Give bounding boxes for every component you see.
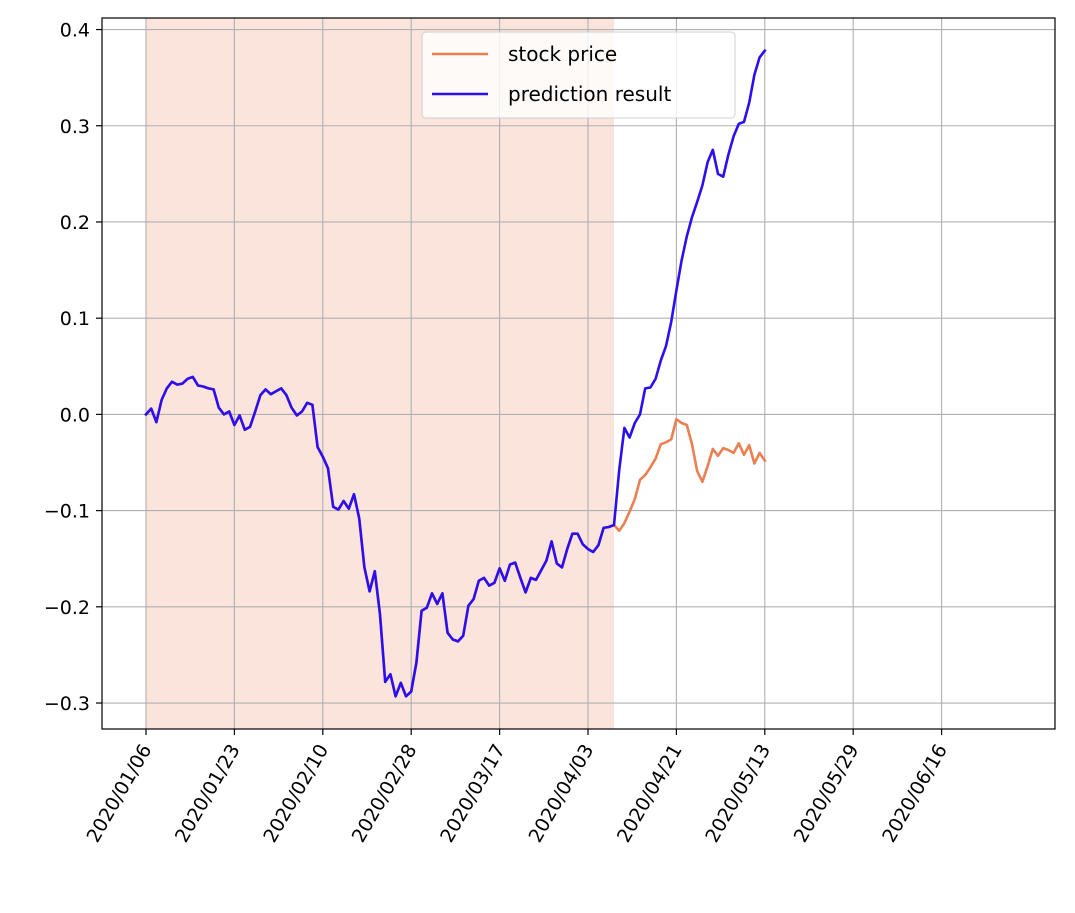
grid bbox=[102, 18, 1055, 729]
y-tick-label: 0.4 bbox=[60, 20, 90, 42]
y-tick-label: 0.1 bbox=[60, 308, 90, 330]
y-tick-label: 0.0 bbox=[60, 404, 90, 426]
prediction-result-line bbox=[144, 48, 767, 698]
series-lines bbox=[144, 48, 767, 698]
y-tick-label: 0.3 bbox=[60, 116, 90, 138]
legend-label: stock price bbox=[508, 42, 617, 66]
legend-label: prediction result bbox=[508, 82, 671, 106]
y-tick-label: −0.3 bbox=[44, 693, 90, 715]
y-tick-label: 0.2 bbox=[60, 212, 90, 234]
legend-box bbox=[421, 31, 736, 119]
plot-frame bbox=[101, 17, 1056, 730]
y-tick-label: −0.2 bbox=[44, 597, 90, 619]
legend: stock price prediction result bbox=[421, 31, 736, 119]
y-axis: 0.4 0.3 0.2 0.1 0.0 −0.1 −0.2 −0.3 bbox=[44, 20, 102, 715]
y-tick-label: −0.1 bbox=[44, 501, 90, 523]
